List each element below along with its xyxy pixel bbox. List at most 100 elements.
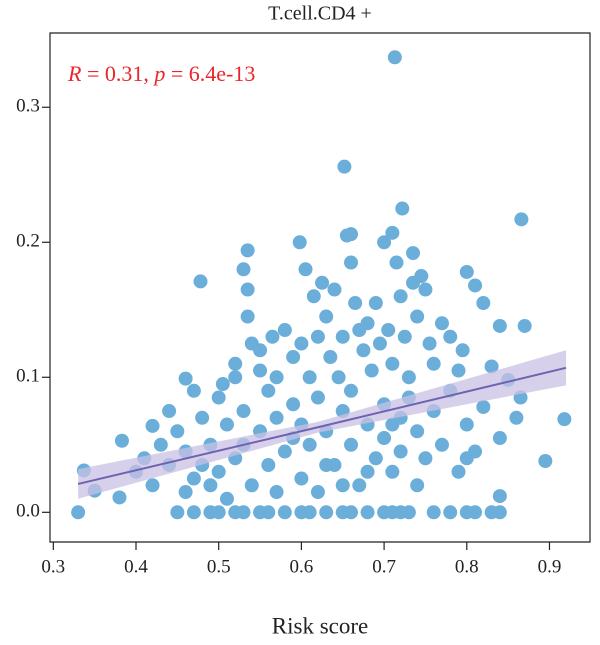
- axis-frame: [49, 32, 591, 543]
- point: [492, 318, 507, 333]
- y-tick-label: 0.0: [16, 501, 40, 522]
- point: [327, 282, 342, 297]
- point: [302, 437, 317, 452]
- point: [170, 505, 185, 520]
- point: [364, 363, 379, 378]
- point: [344, 437, 359, 452]
- point: [269, 370, 284, 385]
- point: [203, 478, 218, 493]
- point: [468, 444, 483, 459]
- point: [315, 275, 330, 290]
- point: [302, 505, 317, 520]
- point: [381, 323, 396, 338]
- point: [331, 370, 346, 385]
- point: [385, 417, 400, 432]
- point: [319, 309, 334, 324]
- point: [236, 262, 251, 277]
- point: [211, 505, 226, 520]
- point: [306, 289, 321, 304]
- x-tick-label: 0.8: [455, 556, 479, 577]
- point: [418, 282, 433, 297]
- point: [397, 329, 412, 344]
- point: [476, 399, 491, 414]
- point: [393, 444, 408, 459]
- point: [368, 296, 383, 311]
- point: [410, 478, 425, 493]
- point: [385, 356, 400, 371]
- point: [492, 505, 507, 520]
- y-tick-label: 0.3: [16, 96, 40, 117]
- point: [344, 505, 359, 520]
- annotation-part: R: [67, 61, 82, 86]
- point: [298, 262, 313, 277]
- x-tick-label: 0.5: [207, 556, 231, 577]
- point: [484, 359, 499, 374]
- x-tick-label: 0.4: [124, 556, 148, 577]
- point: [434, 316, 449, 331]
- point: [236, 404, 251, 419]
- point: [211, 464, 226, 479]
- point: [422, 336, 437, 351]
- point: [302, 370, 317, 385]
- point: [406, 246, 421, 261]
- point: [236, 505, 251, 520]
- point: [372, 336, 387, 351]
- point: [310, 390, 325, 405]
- point: [112, 490, 127, 505]
- point: [389, 255, 404, 270]
- point: [352, 478, 367, 493]
- point: [178, 485, 193, 500]
- point: [219, 491, 234, 506]
- point: [385, 225, 400, 240]
- point: [426, 505, 441, 520]
- point: [348, 296, 363, 311]
- chart-title: T.cell.CD4 +: [268, 3, 372, 25]
- point: [253, 363, 268, 378]
- point: [468, 505, 483, 520]
- point: [344, 255, 359, 270]
- point: [418, 451, 433, 466]
- point: [240, 309, 255, 324]
- point: [211, 390, 226, 405]
- x-tick-label: 0.7: [372, 556, 396, 577]
- point: [310, 485, 325, 500]
- point: [492, 431, 507, 446]
- point: [292, 235, 307, 250]
- point: [339, 228, 354, 243]
- point: [344, 383, 359, 398]
- point: [162, 404, 177, 419]
- point: [193, 274, 208, 289]
- point: [393, 289, 408, 304]
- point: [153, 437, 168, 452]
- point: [253, 343, 268, 358]
- point: [360, 316, 375, 331]
- x-tick-label: 0.3: [41, 556, 65, 577]
- point: [468, 278, 483, 293]
- point: [410, 309, 425, 324]
- x-axis-label: Risk score: [272, 613, 368, 638]
- point: [219, 417, 234, 432]
- point: [240, 243, 255, 258]
- point: [244, 478, 259, 493]
- point: [186, 383, 201, 398]
- point: [377, 235, 392, 250]
- point: [269, 410, 284, 425]
- point: [517, 318, 532, 333]
- point: [459, 264, 474, 279]
- x-tick-label: 0.6: [290, 556, 314, 577]
- point: [277, 323, 292, 338]
- point: [145, 418, 160, 433]
- point: [178, 371, 193, 386]
- point: [277, 444, 292, 459]
- point: [368, 451, 383, 466]
- point: [395, 201, 410, 216]
- point: [261, 383, 276, 398]
- annotation-part: = 6.4e-13: [165, 61, 255, 86]
- point: [337, 159, 352, 174]
- point: [410, 424, 425, 439]
- point: [387, 50, 402, 65]
- point: [240, 282, 255, 297]
- point: [294, 471, 309, 486]
- point: [451, 464, 466, 479]
- point: [335, 329, 350, 344]
